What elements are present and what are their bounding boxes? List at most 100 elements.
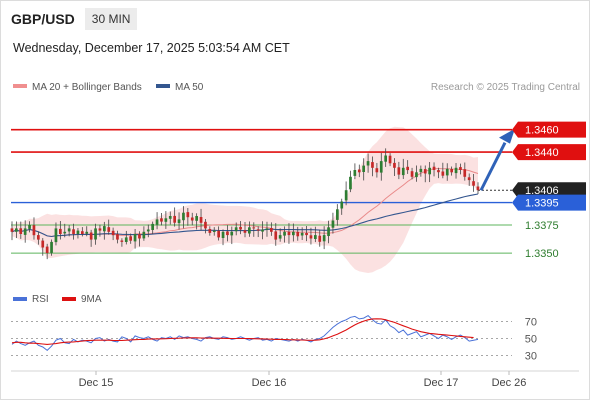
price-label-text: 1.3460	[525, 125, 559, 137]
candle-body	[10, 228, 14, 232]
candle	[204, 219, 207, 234]
candle	[322, 226, 326, 250]
candle-body	[138, 234, 141, 239]
candle-body	[151, 223, 154, 230]
candle	[230, 226, 234, 245]
candle-body	[199, 217, 203, 223]
candle-body	[423, 169, 427, 174]
candle	[138, 231, 141, 247]
candle-body	[375, 168, 379, 173]
candle-body	[98, 228, 102, 231]
chart-header: GBP/USD 30 MIN	[11, 8, 138, 30]
candle-body	[309, 235, 313, 239]
candle-body	[283, 231, 286, 236]
candle-body	[164, 218, 168, 222]
candle	[133, 229, 137, 249]
candle-body	[454, 167, 458, 174]
candle-body	[221, 231, 225, 238]
rsi-tick-30: 30	[525, 351, 537, 363]
candle-body	[59, 228, 62, 234]
candle-body	[388, 155, 392, 164]
price-label-text: 1.3440	[525, 147, 559, 159]
candle-body	[300, 232, 304, 236]
candle-body	[107, 227, 111, 232]
candle-body	[81, 231, 84, 234]
candle-body	[45, 246, 49, 254]
candle	[459, 163, 462, 175]
candle-body	[336, 209, 339, 220]
price-label-1.3375: 1.3375	[525, 220, 559, 232]
candle-body	[265, 228, 269, 230]
candle	[32, 217, 36, 240]
source-label: Research © 2025 Trading Central	[431, 82, 580, 93]
price-label-box	[512, 182, 586, 199]
candle-body	[89, 232, 93, 240]
candle-body	[160, 218, 163, 222]
candle-body	[212, 230, 216, 232]
price-label-1.3460: 1.3460	[512, 121, 586, 138]
candle	[116, 230, 119, 244]
candle-body	[410, 171, 414, 177]
candle-body	[362, 165, 365, 172]
time-tick-label-3: Dec 26	[492, 377, 527, 389]
candle	[362, 158, 365, 181]
candle	[437, 167, 440, 179]
candle-body	[230, 231, 234, 236]
candle	[76, 228, 80, 239]
candle-body	[353, 170, 357, 176]
candle-body	[445, 168, 449, 176]
candle	[305, 226, 308, 242]
candle	[190, 212, 194, 226]
candle	[428, 162, 431, 183]
candle-body	[331, 220, 335, 228]
candle-body	[63, 231, 67, 234]
candle	[221, 229, 225, 246]
candle	[415, 165, 418, 182]
candle	[67, 225, 71, 237]
candle-body	[85, 231, 89, 234]
candle	[278, 228, 282, 242]
candle-body	[67, 228, 71, 232]
candle-body	[120, 240, 124, 242]
candle-body	[72, 229, 75, 234]
candle-body	[19, 228, 23, 234]
candle	[252, 222, 256, 237]
candle-body	[327, 227, 330, 236]
time-tick-label-1: Dec 16	[252, 377, 287, 389]
rsi-legend-swatch	[13, 297, 27, 301]
candle	[441, 162, 445, 179]
candle	[256, 226, 260, 238]
candle-body	[441, 171, 445, 176]
candle-body	[270, 228, 273, 232]
candle-body	[357, 169, 361, 173]
candle-body	[76, 230, 80, 234]
candle-body	[450, 169, 453, 173]
candle-body	[37, 235, 40, 240]
candle	[23, 220, 27, 243]
candle-body	[428, 167, 431, 175]
price-label-1.3350: 1.3350	[525, 248, 559, 260]
candle	[318, 229, 322, 247]
candle	[248, 221, 251, 237]
projection-arrow-head	[499, 128, 515, 144]
candle-body	[103, 226, 106, 232]
candle	[287, 223, 291, 244]
candle	[212, 227, 216, 236]
candle	[375, 162, 379, 178]
candle	[463, 162, 467, 181]
candle	[45, 243, 49, 260]
price-label-box	[512, 144, 586, 161]
candle-body	[133, 234, 137, 242]
candle-body	[252, 227, 256, 229]
candle-body	[318, 235, 322, 242]
candle-body	[340, 201, 344, 209]
candle-body	[50, 241, 53, 253]
candle-body	[195, 216, 198, 221]
price-label-1.3406: 1.3406	[512, 182, 586, 199]
candle	[177, 212, 181, 230]
candle-body	[314, 235, 317, 239]
candle	[195, 213, 198, 230]
candle	[72, 223, 75, 240]
timeframe-button[interactable]: 30 MIN	[84, 8, 138, 30]
candle-body	[278, 235, 282, 239]
